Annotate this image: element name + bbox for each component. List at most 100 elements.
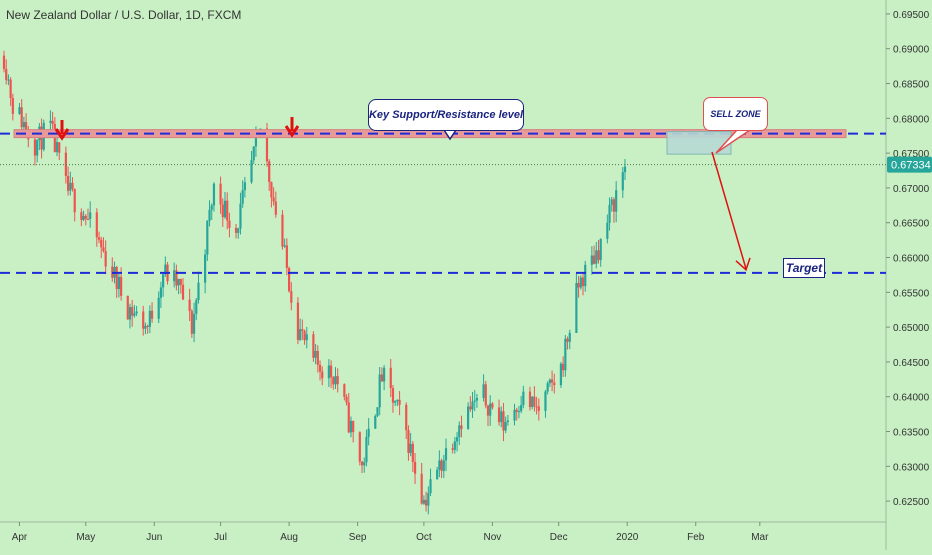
time-axis: Apr May Jun Jul Aug Sep Oct Nov Dec 2020 Feb Mar — [12, 522, 769, 543]
candle-body — [467, 406, 470, 429]
candle-body — [157, 297, 160, 319]
candle-body — [210, 205, 213, 210]
candle-body — [471, 401, 474, 410]
candle-body — [475, 397, 479, 401]
candle-body — [531, 396, 534, 408]
candle-body — [489, 403, 492, 416]
candle-body — [318, 364, 322, 372]
candle-body — [347, 402, 350, 433]
candle-body — [336, 376, 339, 385]
sell-zone-label: SELL ZONE — [710, 109, 761, 119]
candle-body — [590, 255, 593, 265]
candle-body — [126, 295, 129, 320]
candle-body — [484, 384, 487, 406]
candle-body — [411, 443, 414, 462]
candle-body — [133, 313, 136, 316]
candle-body — [599, 238, 602, 261]
candle-body — [562, 363, 565, 371]
candle-body — [398, 399, 401, 405]
candle-body — [219, 183, 222, 205]
candle-body — [577, 283, 580, 288]
candle-body — [226, 200, 229, 221]
candle-body — [49, 120, 52, 123]
x-tick-label: May — [76, 532, 95, 543]
target-arrow-head — [735, 257, 751, 272]
candle-body — [272, 197, 275, 202]
x-tick-label: Dec — [550, 532, 568, 543]
resistance-callout: Key Support/Resistance level — [368, 99, 524, 131]
candle-body — [51, 120, 54, 124]
last-price-tag — [887, 156, 932, 173]
candle-body — [458, 425, 461, 438]
candle-body — [553, 382, 556, 386]
candle-body — [115, 266, 118, 289]
candle-body — [579, 277, 582, 288]
target-callout: Target — [783, 258, 825, 278]
candle-body — [413, 461, 417, 474]
candle-body — [365, 436, 368, 463]
candle-body — [513, 409, 516, 421]
y-tick-label: 0.68000 — [893, 114, 930, 125]
candle-body — [321, 371, 324, 379]
candle-body — [612, 199, 616, 212]
sell-zone-callout: SELL ZONE — [703, 97, 768, 131]
candle-body — [25, 122, 28, 133]
candle-body — [66, 175, 70, 191]
candle-body — [420, 473, 423, 504]
candle-body — [473, 400, 476, 402]
candle-body — [237, 228, 240, 233]
candle-body — [595, 250, 598, 264]
y-tick-label: 0.64000 — [893, 393, 930, 404]
candle-body — [18, 107, 21, 114]
candle-body — [283, 245, 286, 247]
x-tick-label: Sep — [349, 532, 367, 543]
candle-body — [239, 203, 242, 229]
candle-body — [360, 461, 364, 466]
candle-body — [548, 379, 551, 384]
candle-body — [243, 182, 246, 191]
candle-body — [5, 68, 8, 80]
target-arrow-shaft — [711, 151, 747, 270]
candle-series — [2, 50, 627, 515]
candle-body — [142, 311, 145, 329]
candle-body — [162, 274, 165, 288]
candle-body — [179, 278, 182, 285]
candle-body — [363, 462, 366, 466]
candle-body — [33, 139, 37, 156]
y-tick-label: 0.66500 — [893, 219, 930, 230]
candle-body — [252, 146, 255, 161]
candle-body — [486, 405, 490, 416]
candle-body — [327, 365, 330, 379]
sell-zone-box — [666, 131, 732, 155]
candle-body — [55, 142, 59, 153]
x-tick-label: Jun — [146, 532, 162, 543]
candle-body — [192, 313, 196, 334]
y-tick-label: 0.67500 — [893, 149, 930, 160]
candle-body — [254, 134, 258, 147]
candle-body — [274, 201, 277, 215]
candle-body — [135, 311, 138, 314]
candle-body — [358, 432, 361, 462]
candle-body — [73, 188, 76, 213]
candle-body — [204, 254, 207, 283]
candle-body — [221, 204, 224, 218]
candle-body — [460, 425, 463, 429]
candle-body — [208, 209, 211, 221]
candle-body — [568, 332, 571, 342]
candle-body — [517, 411, 521, 413]
x-tick-label: Aug — [280, 532, 298, 543]
y-tick-label: 0.69500 — [893, 10, 930, 21]
candle-body — [228, 220, 231, 228]
candle-body — [250, 160, 253, 183]
candle-body — [265, 128, 269, 162]
candle-body — [332, 377, 335, 385]
candle-body — [146, 325, 149, 327]
candle-body — [20, 107, 23, 128]
candle-body — [453, 441, 456, 450]
candle-body — [316, 350, 319, 365]
x-tick-label: Nov — [484, 532, 502, 543]
candle-body — [592, 255, 596, 264]
candle-body — [296, 302, 300, 340]
candle-body — [150, 310, 154, 319]
